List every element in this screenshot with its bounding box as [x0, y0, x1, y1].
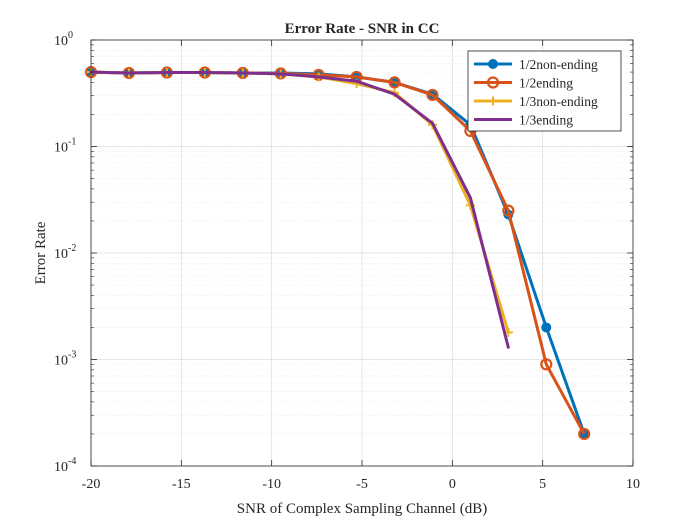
data-point [355, 79, 358, 83]
x-tick-label: -5 [356, 477, 368, 492]
data-point [540, 358, 553, 371]
series-lines [84, 65, 591, 441]
data-point [491, 118, 495, 121]
legend-label: 1/2ending [519, 76, 573, 91]
legend: 1/2non-ending 1/2ending 1/3non-ending 1/3en… [467, 50, 622, 132]
data-point [393, 92, 396, 96]
data-point [388, 76, 401, 89]
legend-entry: 1/3ending [474, 113, 573, 128]
legend-label: 1/3ending [519, 113, 573, 128]
x-tick-label: -10 [262, 477, 281, 492]
data-point [488, 59, 498, 69]
data-point [426, 88, 439, 102]
data-point [203, 71, 207, 74]
chart-title: Error Rate - SNR in CC [285, 21, 440, 37]
y-tick-label: 10-1 [54, 137, 76, 156]
y-tick-label: 10-3 [54, 350, 76, 369]
legend-label: 1/2non-ending [519, 57, 598, 72]
series-1-3ending [89, 70, 510, 349]
data-point [279, 72, 283, 76]
data-point [241, 71, 245, 75]
data-point [506, 345, 510, 349]
legend-entry: 1/2non-ending [474, 57, 598, 72]
data-point [541, 322, 552, 333]
legend-entry: 1/2ending [474, 76, 573, 91]
y-tick-label: 10-4 [54, 456, 76, 475]
x-axis-label: SNR of Complex Sampling Channel (dB) [237, 501, 487, 517]
data-point [127, 71, 131, 75]
data-point [486, 76, 500, 89]
data-point [165, 71, 169, 74]
y-tick-label: 10-2 [54, 243, 76, 262]
x-tick-label: -15 [172, 477, 191, 492]
legend-entry: 1/3non-ending [474, 94, 598, 109]
data-point [502, 204, 515, 217]
y-axis-label: Error Rate [33, 221, 49, 284]
data-point [469, 196, 472, 200]
data-point [488, 96, 498, 106]
y-tick-label: 100 [54, 30, 73, 49]
data-point [431, 121, 434, 125]
x-tick-label: 5 [539, 477, 546, 492]
data-point [578, 427, 591, 441]
x-tick-label: -20 [82, 477, 101, 492]
x-tick-label: 10 [626, 477, 640, 492]
data-point [317, 75, 321, 79]
series-line [90, 70, 510, 348]
x-tick-label: 0 [449, 477, 456, 492]
axes-ticks: 10-4 10-3 10-2 10-1 100 -20 -15 -10 -5 0 5 10 [54, 30, 640, 492]
legend-label: 1/3non-ending [519, 94, 598, 109]
